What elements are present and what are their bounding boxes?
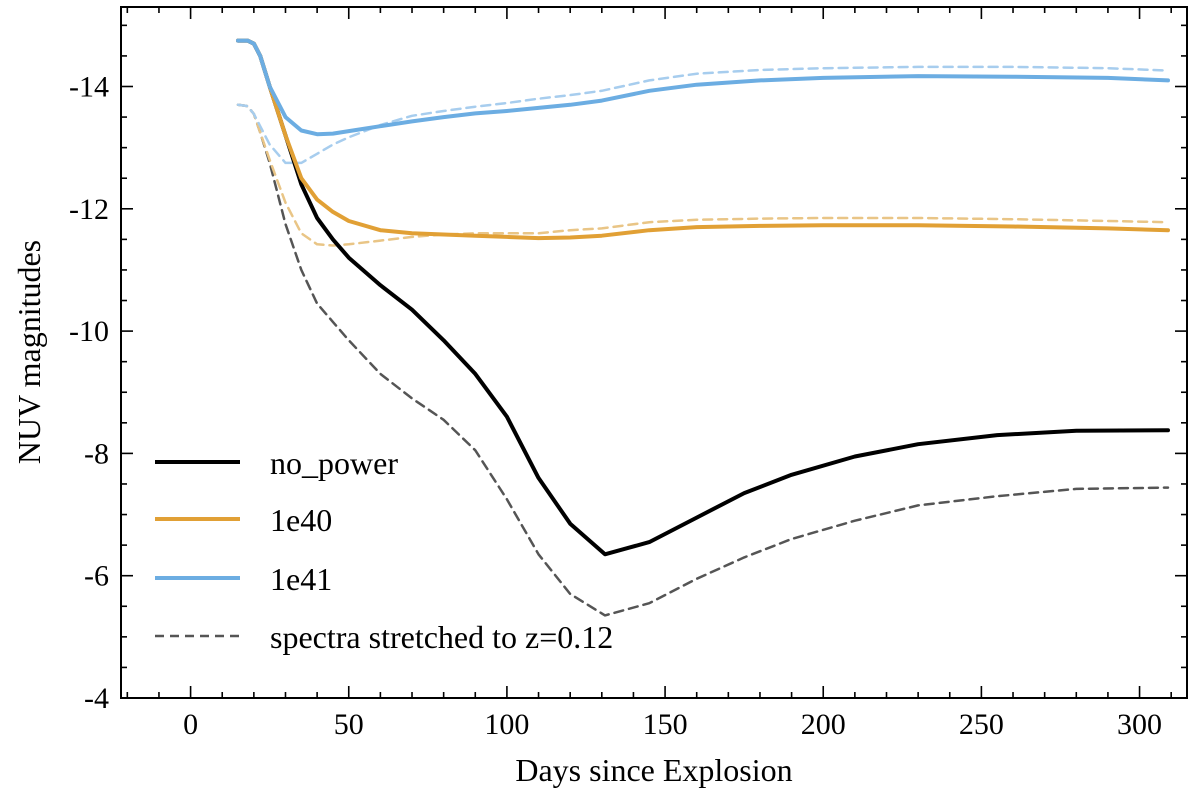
x-tick-label: 300: [1117, 708, 1162, 741]
legend-entry-1e41: 1e41: [155, 561, 332, 597]
x-tick-label: 150: [643, 708, 688, 741]
legend: no_power 1e40 1e41 spectra stretched to …: [155, 445, 613, 655]
legend-entry-1e40: 1e40: [155, 502, 332, 538]
plot-frame: [120, 6, 1188, 699]
y-tick-label: -6: [84, 560, 109, 593]
x-tick-label: 100: [484, 708, 529, 741]
legend-label-1e40: 1e40: [270, 502, 332, 538]
x-tick-label: 200: [801, 708, 846, 741]
legend-entry-no-power: no_power: [155, 445, 398, 481]
y-tick-label: -10: [69, 315, 109, 348]
y-tick-label: -12: [69, 193, 109, 226]
legend-label-1e41: 1e41: [270, 561, 332, 597]
y-tick-label: -4: [84, 682, 109, 715]
plot-area: [236, 38, 1170, 617]
series-line-1e40: [236, 38, 1170, 241]
series-line-1e41: [236, 38, 1170, 137]
y-axis-label: NUV magnitudes: [11, 240, 47, 464]
legend-label-spectra-stretched: spectra stretched to z=0.12: [270, 619, 613, 655]
legend-entry-spectra-stretched: spectra stretched to z=0.12: [155, 619, 613, 655]
series-line-1e40-spectra-stretched-to-z-0-12: [236, 103, 1170, 247]
legend-label-no-power: no_power: [270, 445, 398, 481]
series-line-no-power-spectra-stretched-to-z-0-12: [236, 103, 1170, 617]
x-tick-label: 0: [183, 708, 198, 741]
y-tick-label: -8: [84, 437, 109, 470]
axis-ticks: 0 50 100 150 200 250 300 -14 -12 -10 -8 -6 -4: [69, 7, 1187, 741]
x-tick-label: 250: [959, 708, 1004, 741]
series-line-1e41-spectra-stretched-to-z-0-12: [236, 65, 1170, 165]
y-tick-label: -14: [69, 70, 109, 103]
x-tick-label: 50: [334, 708, 364, 741]
x-axis-label: Days since Explosion: [515, 752, 792, 788]
